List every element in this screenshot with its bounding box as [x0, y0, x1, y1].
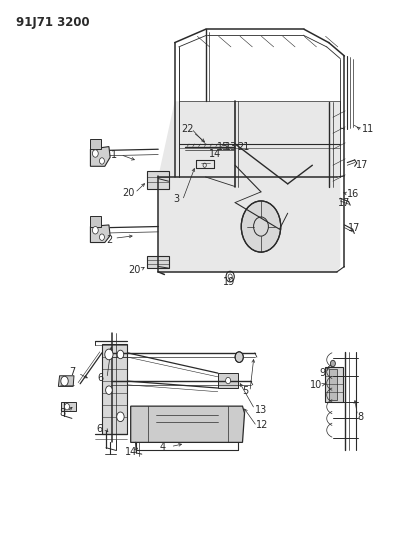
Circle shape: [61, 376, 68, 386]
Text: 7: 7: [69, 367, 75, 377]
Text: 9: 9: [319, 368, 325, 378]
Text: 17: 17: [348, 223, 360, 233]
Text: 14: 14: [209, 149, 221, 158]
Polygon shape: [90, 147, 110, 166]
Polygon shape: [90, 225, 110, 243]
Text: 11: 11: [362, 124, 374, 134]
Circle shape: [92, 150, 98, 157]
Polygon shape: [158, 101, 340, 272]
Circle shape: [117, 350, 124, 359]
Text: 6: 6: [97, 424, 103, 434]
Circle shape: [92, 227, 98, 234]
Circle shape: [99, 234, 104, 240]
Text: 6: 6: [98, 374, 104, 383]
Text: 19: 19: [223, 278, 236, 287]
Text: 20: 20: [129, 265, 141, 274]
Circle shape: [117, 412, 124, 422]
Text: 15: 15: [217, 142, 229, 152]
Text: 14: 14: [125, 447, 138, 457]
Circle shape: [65, 403, 69, 410]
Polygon shape: [90, 139, 101, 149]
Polygon shape: [218, 373, 238, 388]
Polygon shape: [102, 344, 127, 434]
Text: 3: 3: [174, 195, 180, 204]
Text: 2: 2: [106, 235, 112, 245]
Circle shape: [106, 386, 112, 394]
Text: 13: 13: [255, 406, 267, 415]
Polygon shape: [61, 402, 76, 411]
Text: 5: 5: [242, 386, 249, 395]
Circle shape: [99, 158, 104, 164]
Text: 21: 21: [238, 142, 250, 152]
Polygon shape: [131, 406, 245, 442]
Polygon shape: [147, 256, 169, 268]
Text: 4: 4: [159, 442, 165, 451]
Text: 17: 17: [338, 198, 351, 207]
Text: 20: 20: [122, 188, 134, 198]
Text: 16: 16: [346, 189, 359, 199]
Text: 10: 10: [309, 380, 322, 390]
Polygon shape: [147, 171, 169, 189]
Text: 8: 8: [358, 412, 364, 422]
Polygon shape: [325, 367, 343, 402]
Text: 13: 13: [225, 142, 237, 152]
Circle shape: [235, 352, 243, 362]
Polygon shape: [90, 216, 101, 227]
Text: 91J71 3200: 91J71 3200: [16, 16, 90, 29]
Polygon shape: [329, 369, 337, 400]
Text: 8: 8: [60, 408, 66, 418]
Text: 12: 12: [256, 421, 268, 430]
Circle shape: [241, 201, 281, 252]
Circle shape: [105, 349, 113, 360]
Circle shape: [226, 377, 231, 384]
Circle shape: [330, 360, 335, 367]
Polygon shape: [58, 376, 74, 386]
Text: 1: 1: [111, 150, 117, 159]
Text: 22: 22: [181, 124, 193, 134]
Text: 17: 17: [356, 160, 369, 170]
